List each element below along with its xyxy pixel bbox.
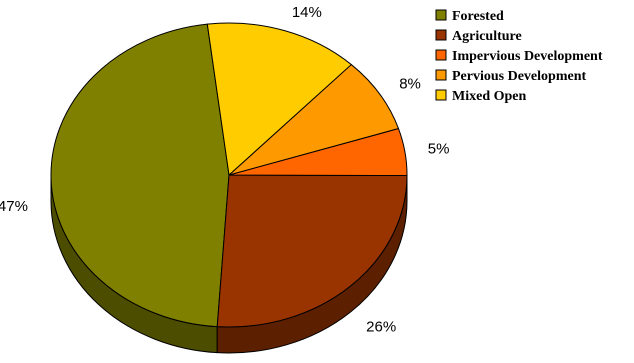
legend-label-mixed-open: Mixed Open — [452, 89, 526, 104]
legend-label-pervious-development: Pervious Development — [452, 69, 586, 84]
pie-label-pervious-development: 8% — [399, 75, 421, 92]
pie-slices — [50, 22, 408, 328]
pie-slice-pervious-development — [228, 63, 400, 176]
pie-slice-mixed-open — [206, 22, 353, 176]
legend-swatch-agriculture — [435, 29, 447, 41]
legend-label-agriculture: Agriculture — [452, 29, 522, 44]
pie-label-impervious-development: 5% — [428, 141, 450, 158]
legend-swatch-impervious-development — [435, 49, 447, 61]
pie-slice-forested — [50, 23, 230, 328]
legend: Forested Agriculture Impervious Developmen… — [435, 9, 603, 104]
legend-label-forested: Forested — [452, 9, 504, 24]
pie-slice-agriculture — [216, 174, 408, 328]
legend-swatch-mixed-open — [435, 89, 447, 101]
pie-label-mixed-open: 14% — [292, 4, 322, 21]
pie-label-agriculture: 26% — [366, 319, 396, 336]
legend-label-impervious-development: Impervious Development — [452, 49, 603, 64]
pie-label-forested: 47% — [0, 198, 28, 215]
legend-swatch-pervious-development — [435, 69, 447, 81]
legend-swatch-forested — [435, 9, 447, 21]
pie-value-labels: 47% 26% 5% 8% 14% — [0, 4, 449, 336]
